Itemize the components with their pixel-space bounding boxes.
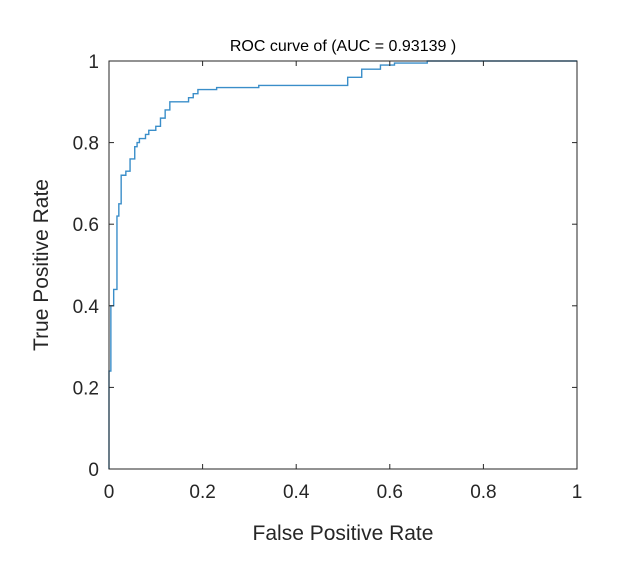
y-tick-label: 0.2 <box>73 378 99 399</box>
x-tick-label: 0 <box>104 482 115 503</box>
y-axis-ticks: 0 0.2 0.4 0.6 0.8 1 <box>73 52 577 481</box>
y-tick-label: 0.4 <box>73 297 100 318</box>
y-tick-label: 0.6 <box>73 215 99 236</box>
x-tick-label: 0.4 <box>283 482 310 503</box>
x-tick-label: 0.6 <box>377 482 403 503</box>
roc-curve-line <box>108 60 577 469</box>
x-axis-label: False Positive Rate <box>253 522 434 545</box>
axes-box <box>108 60 578 470</box>
x-tick-label: 0.8 <box>470 482 496 503</box>
y-tick-label: 1 <box>88 52 99 73</box>
chart-title: ROC curve of (AUC = 0.93139 ) <box>230 38 456 55</box>
x-axis-ticks: 0 0.2 0.4 0.6 0.8 1 <box>104 61 583 503</box>
y-tick-label: 0 <box>88 460 99 481</box>
x-tick-label: 1 <box>572 482 583 503</box>
x-tick-label: 0.2 <box>189 482 215 503</box>
plot-area <box>109 61 577 469</box>
y-tick-label: 0.8 <box>73 134 99 155</box>
axes-frame <box>108 60 578 470</box>
curve-layer <box>108 60 577 469</box>
y-axis-label: True Positive Rate <box>30 179 53 351</box>
